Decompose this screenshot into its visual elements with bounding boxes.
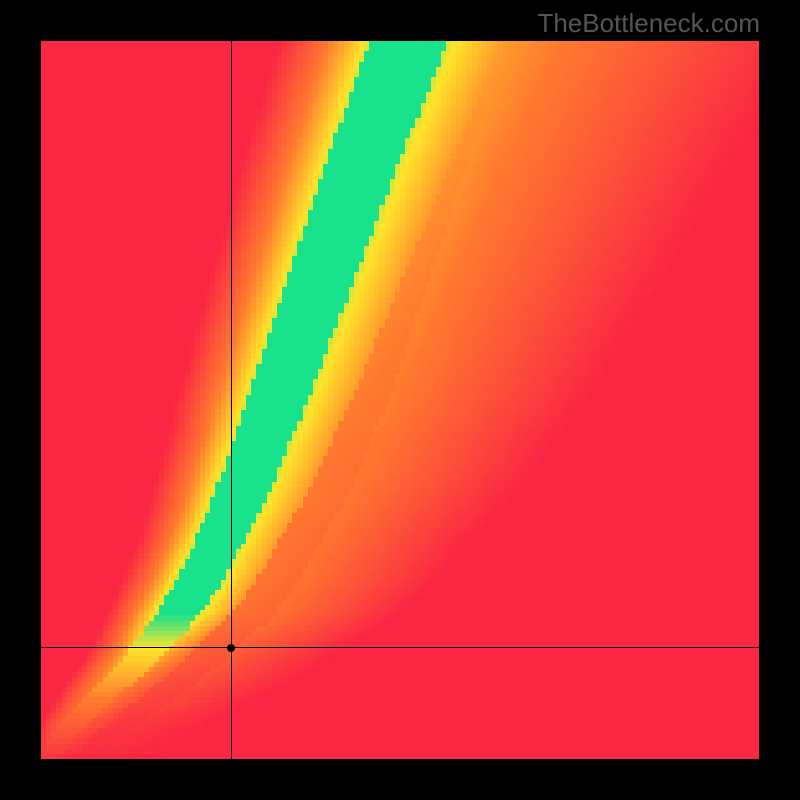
bottleneck-heatmap	[41, 41, 759, 759]
watermark-text: TheBottleneck.com	[537, 8, 760, 39]
crosshair-marker	[227, 644, 235, 652]
crosshair-horizontal	[41, 647, 759, 648]
